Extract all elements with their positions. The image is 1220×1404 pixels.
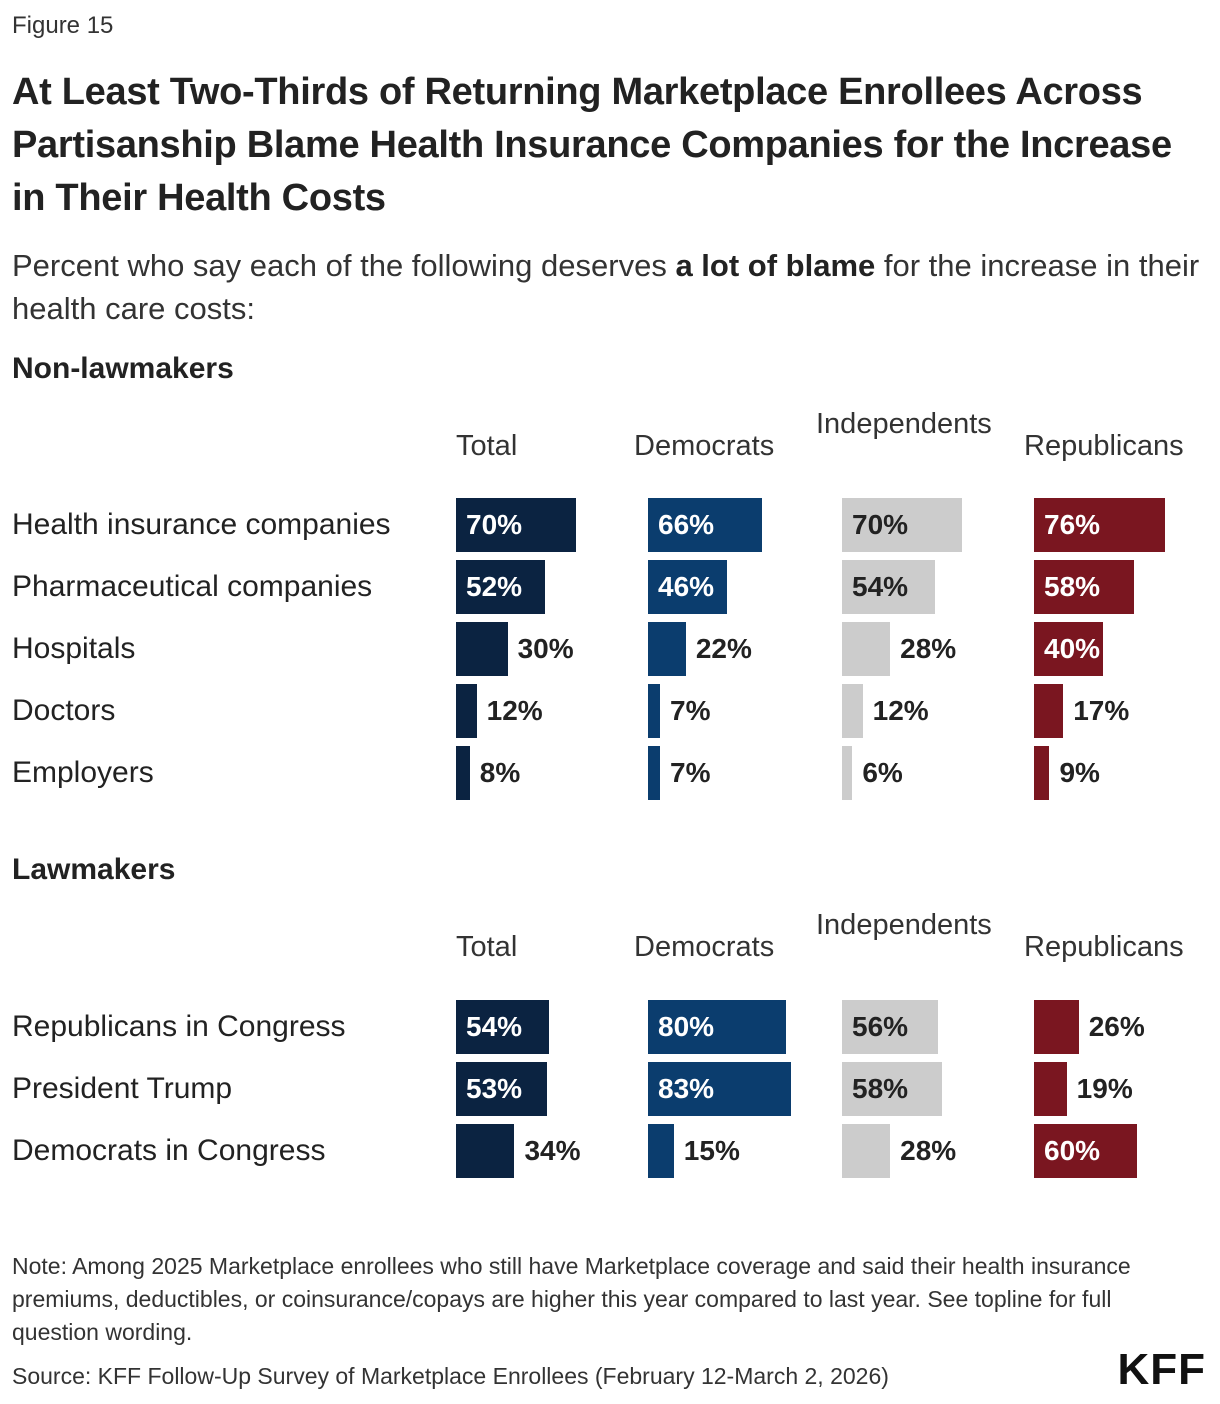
bar-total xyxy=(456,1062,548,1116)
value-label: 30% xyxy=(517,633,574,664)
column-header-republicans: Republicans xyxy=(1024,931,1184,963)
bar-republicans xyxy=(1034,498,1165,552)
row-label: Democrats in Congress xyxy=(12,1134,326,1167)
column-header-independents: Independents xyxy=(816,408,992,440)
bar-independents xyxy=(842,622,891,676)
value-label: 46% xyxy=(658,571,715,602)
value-label: 83% xyxy=(658,1073,715,1104)
value-label: 58% xyxy=(852,1073,909,1104)
subtitle-bold: a lot of blame xyxy=(675,248,876,283)
bar-democrats xyxy=(648,684,661,738)
row-label: Hospitals xyxy=(12,632,136,665)
row-label: Employers xyxy=(12,756,154,789)
bar-republicans xyxy=(1034,560,1134,614)
value-label: 56% xyxy=(852,1011,909,1042)
bar-republicans xyxy=(1034,684,1064,738)
chart-note: Note: Among 2025 Marketplace enrollees w… xyxy=(12,1253,1131,1345)
bar-independents xyxy=(842,498,963,552)
bar-democrats xyxy=(648,498,762,552)
value-label: 12% xyxy=(872,695,929,726)
bar-democrats xyxy=(648,622,686,676)
bar-independents xyxy=(842,1124,891,1178)
column-header-democrats: Democrats xyxy=(634,430,775,462)
section-title: Lawmakers xyxy=(12,853,176,886)
bar-total xyxy=(456,746,470,800)
row-label: Health insurance companies xyxy=(12,508,391,541)
bar-democrats xyxy=(648,1000,786,1054)
value-label: 6% xyxy=(862,757,903,788)
bar-independents xyxy=(842,560,935,614)
bar-total xyxy=(456,560,546,614)
column-header-democrats: Democrats xyxy=(634,931,775,963)
bar-total xyxy=(456,498,577,552)
column-header-total: Total xyxy=(456,430,518,462)
subtitle-pre: Percent who say each of the following de… xyxy=(12,248,676,283)
bar-total xyxy=(456,684,477,738)
value-label: 8% xyxy=(479,757,521,788)
bar-independents xyxy=(842,746,853,800)
value-label: 66% xyxy=(658,509,715,540)
value-label: 28% xyxy=(900,1135,957,1166)
value-label: 28% xyxy=(900,633,957,664)
bar-total xyxy=(456,622,508,676)
bar-republicans xyxy=(1034,622,1103,676)
bar-republicans xyxy=(1034,1124,1138,1178)
bar-total xyxy=(456,1000,549,1054)
value-label: 26% xyxy=(1088,1011,1145,1042)
value-label: 54% xyxy=(852,571,909,602)
value-label: 52% xyxy=(466,571,523,602)
bar-independents xyxy=(842,684,863,738)
bar-republicans xyxy=(1034,746,1050,800)
row-label: Pharmaceutical companies xyxy=(12,570,373,603)
figure-label: Figure 15 xyxy=(12,12,114,39)
value-label: 19% xyxy=(1076,1073,1133,1104)
value-label: 53% xyxy=(466,1073,523,1104)
value-label: 34% xyxy=(524,1135,581,1166)
bar-independents xyxy=(842,1000,939,1054)
value-label: 76% xyxy=(1044,509,1101,540)
row-label: Doctors xyxy=(12,694,116,727)
row-label: President Trump xyxy=(12,1072,233,1105)
value-label: 9% xyxy=(1059,757,1100,788)
value-label: 70% xyxy=(852,509,909,540)
bar-democrats xyxy=(648,746,661,800)
value-label: 60% xyxy=(1044,1135,1101,1166)
bar-total xyxy=(456,1124,515,1178)
value-label: 54% xyxy=(466,1011,523,1042)
bar-republicans xyxy=(1034,1062,1067,1116)
chart-title: At Least Two-Thirds of Returning Marketp… xyxy=(12,71,1172,219)
value-label: 17% xyxy=(1073,695,1130,726)
value-label: 22% xyxy=(695,633,752,664)
section-title: Non-lawmakers xyxy=(12,352,234,385)
kff-logo: KFF xyxy=(1117,1345,1206,1394)
subtitle-post: for the increase in their health care co… xyxy=(12,248,1200,326)
bar-democrats xyxy=(648,560,728,614)
row-label: Republicans in Congress xyxy=(12,1010,346,1043)
bar-democrats xyxy=(648,1062,791,1116)
value-label: 80% xyxy=(658,1011,715,1042)
value-label: 40% xyxy=(1044,633,1101,664)
column-header-total: Total xyxy=(456,931,518,963)
value-label: 58% xyxy=(1044,571,1101,602)
bar-independents xyxy=(842,1062,942,1116)
value-label: 15% xyxy=(683,1135,740,1166)
chart-subtitle: Percent who say each of the following de… xyxy=(12,244,1212,330)
column-header-republicans: Republicans xyxy=(1024,430,1184,462)
value-label: 12% xyxy=(486,695,543,726)
column-header-independents: Independents xyxy=(816,909,992,941)
value-label: 7% xyxy=(670,757,711,788)
bar-democrats xyxy=(648,1124,674,1178)
value-label: 7% xyxy=(670,695,711,726)
bar-republicans xyxy=(1034,1000,1079,1054)
chart-source: Source: KFF Follow-Up Survey of Marketpl… xyxy=(12,1363,889,1389)
value-label: 70% xyxy=(466,509,523,540)
